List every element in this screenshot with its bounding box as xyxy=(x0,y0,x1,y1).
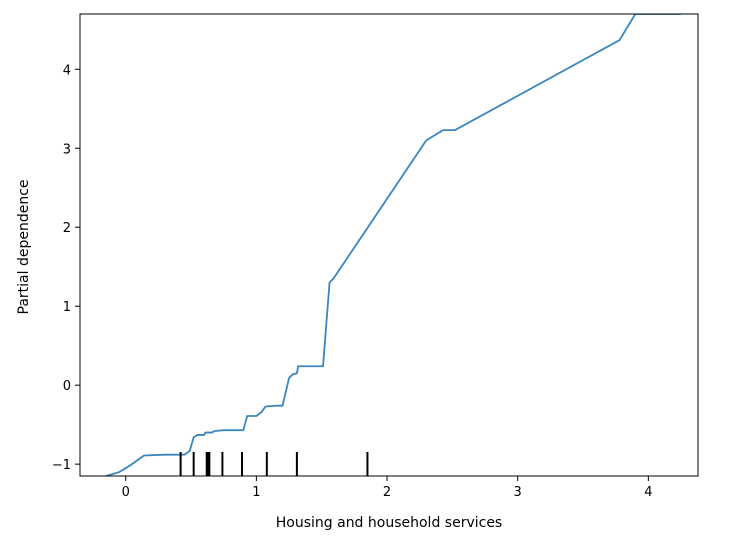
x-tick-label: 0 xyxy=(122,485,130,500)
x-axis-label: Housing and household services xyxy=(276,515,502,531)
x-tick-label: 1 xyxy=(252,485,260,500)
rug-ticks xyxy=(179,452,369,476)
y-tick-label: 2 xyxy=(63,221,71,236)
y-tick-label: 3 xyxy=(63,142,71,157)
y-tick-label: 4 xyxy=(63,63,71,78)
y-tick-label: 0 xyxy=(63,379,71,394)
x-tick-label: 2 xyxy=(383,485,391,500)
y-axis-label: Partial dependence xyxy=(16,179,32,314)
x-tick-label: 4 xyxy=(644,485,652,500)
axes-frame xyxy=(79,13,699,477)
x-tick-label: 3 xyxy=(514,485,522,500)
plot-area xyxy=(105,14,682,476)
series-line xyxy=(105,14,682,476)
y-tick-label: 1 xyxy=(63,300,71,315)
y-tick-label: −1 xyxy=(52,458,71,473)
axes: 0 1 2 3 4 −1 0 1 2 3 4 xyxy=(52,13,699,500)
